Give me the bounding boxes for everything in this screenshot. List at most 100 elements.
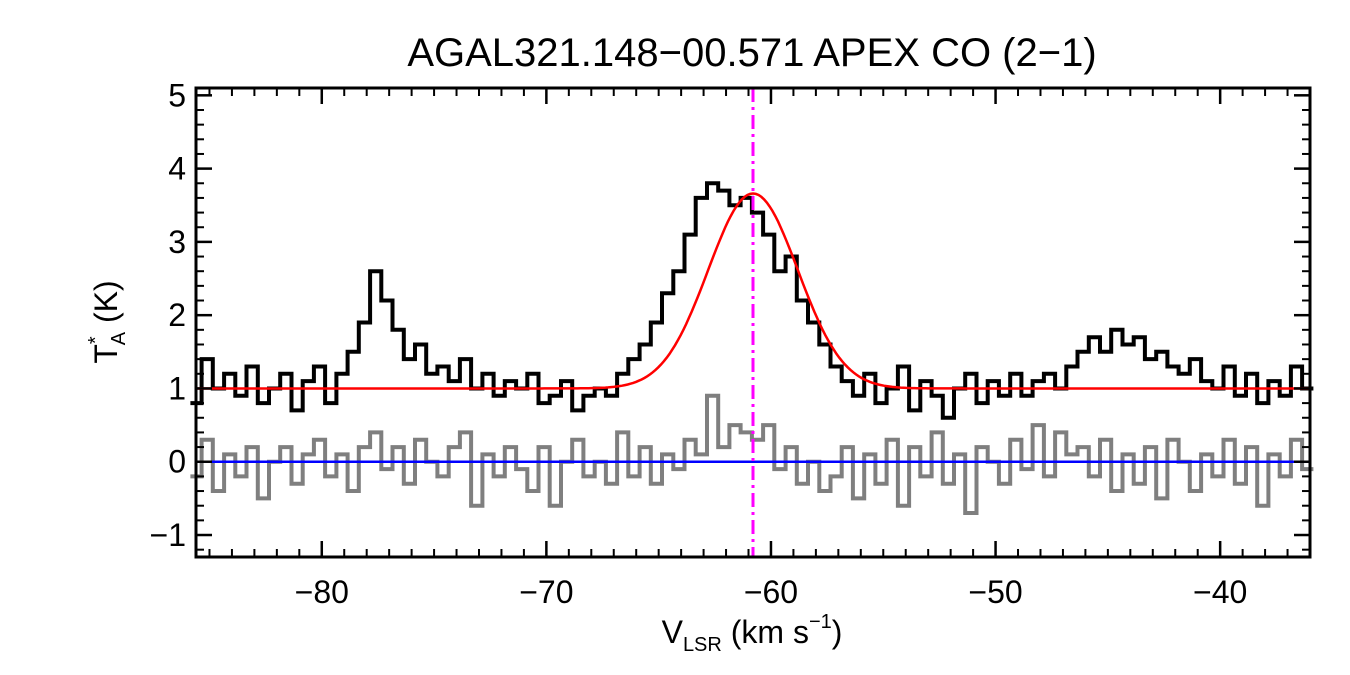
spectrum-point [1183, 372, 1186, 375]
spectrum-point [969, 372, 972, 375]
residual-point [655, 482, 658, 485]
residual-point [1284, 475, 1287, 478]
spectrum-point [442, 365, 445, 368]
spectrum-point [1239, 394, 1242, 397]
residual-point [677, 468, 680, 471]
spectrum-point [498, 394, 501, 397]
spectrum-point [262, 402, 265, 405]
y-tick-label: 4 [168, 151, 186, 187]
residual-point [318, 438, 321, 441]
residual-point [1273, 453, 1276, 456]
residual-point [341, 453, 343, 456]
spectrum-point [924, 380, 927, 383]
spectrum-point [992, 380, 995, 383]
residual-point [307, 453, 310, 456]
residual-point [857, 497, 860, 500]
residual-point [1115, 490, 1118, 492]
residual-point [543, 446, 546, 449]
chart-title: AGAL321.148−00.571 APEX CO (2−1) [407, 31, 1096, 75]
spectrum-point [1037, 380, 1040, 383]
spectrum-point [487, 372, 489, 375]
residual-point [588, 475, 590, 478]
spectrum-point [1014, 372, 1017, 375]
residual-point [419, 438, 422, 441]
spectrum-point [801, 299, 804, 302]
spectrum-point [913, 409, 916, 412]
residual-point [767, 424, 770, 427]
spectrum-trace [190, 181, 1314, 420]
spectrum-point [756, 211, 759, 214]
spectrum-point [352, 350, 355, 353]
residual-point [734, 424, 736, 427]
residual-point [1160, 497, 1163, 500]
residual-point [374, 431, 377, 434]
x-axis-label: VLSR (km s−1) [662, 611, 843, 656]
y-axis-label: T*A (K) [85, 280, 130, 363]
spectrum-point [588, 394, 590, 397]
residual-point [1037, 424, 1040, 427]
residual-point [610, 482, 613, 485]
residual-point [689, 438, 692, 441]
spectrum-point [689, 233, 692, 236]
spectrum-point [677, 270, 680, 273]
spectrum-point [1228, 365, 1231, 368]
residual-point [1070, 453, 1073, 456]
spectrum-point [835, 365, 838, 368]
spectrum-point [397, 328, 400, 331]
residual-point [1205, 453, 1208, 456]
residual-point [296, 482, 299, 485]
residual-point [239, 475, 242, 478]
residual-point [284, 446, 287, 449]
residual-point [722, 446, 725, 449]
residual-point [711, 394, 714, 397]
x-tick-label: −70 [519, 574, 573, 610]
residual-point [251, 446, 254, 449]
spectrum-point [1127, 343, 1130, 346]
y-tick-label: 3 [168, 224, 186, 260]
spectrum-point [1082, 350, 1085, 353]
residual-point [262, 497, 265, 500]
residual-point [835, 475, 838, 478]
spectrum-point [531, 372, 534, 375]
spectrum-point [318, 365, 321, 368]
residual-point [1093, 475, 1096, 478]
residual-point [633, 475, 635, 478]
residual-point [1261, 504, 1264, 507]
residual-point [700, 453, 703, 456]
spectrum-point [1273, 380, 1276, 383]
spectrum-point [374, 270, 377, 273]
spectrum-point [341, 372, 343, 375]
spectrum-point [722, 189, 725, 192]
residual-point [868, 453, 871, 456]
residual-point [790, 446, 793, 449]
spectrum-point [1048, 372, 1051, 375]
residual-point [880, 482, 882, 485]
residual-point [936, 431, 939, 434]
residual-point [531, 490, 534, 492]
spectrum-point [1026, 394, 1028, 397]
residual-point [1138, 482, 1141, 485]
spectrum-point [1070, 365, 1073, 368]
spectrum-point [543, 402, 546, 405]
residual-point [475, 504, 478, 507]
spectrum-point [385, 299, 388, 302]
residual-point [947, 482, 950, 485]
residual-point [228, 453, 231, 456]
residual-point [397, 446, 400, 449]
residual-point [891, 438, 894, 441]
spectrum-point [767, 233, 770, 236]
spectrum-point [419, 343, 422, 346]
residual-point [1003, 482, 1006, 485]
spectrum-point [307, 380, 310, 383]
spectrum-point [1172, 365, 1174, 368]
residual-point [1048, 475, 1051, 478]
spectrum-point [1138, 336, 1141, 339]
spectrum-point [1115, 328, 1118, 331]
spectrum-point [644, 343, 647, 346]
spectrum-point [936, 394, 939, 397]
residual-point [644, 446, 647, 449]
spectrum-point [633, 358, 635, 361]
residual-point [442, 475, 445, 478]
spectrum-point [666, 292, 669, 295]
residual-point [1172, 438, 1174, 441]
